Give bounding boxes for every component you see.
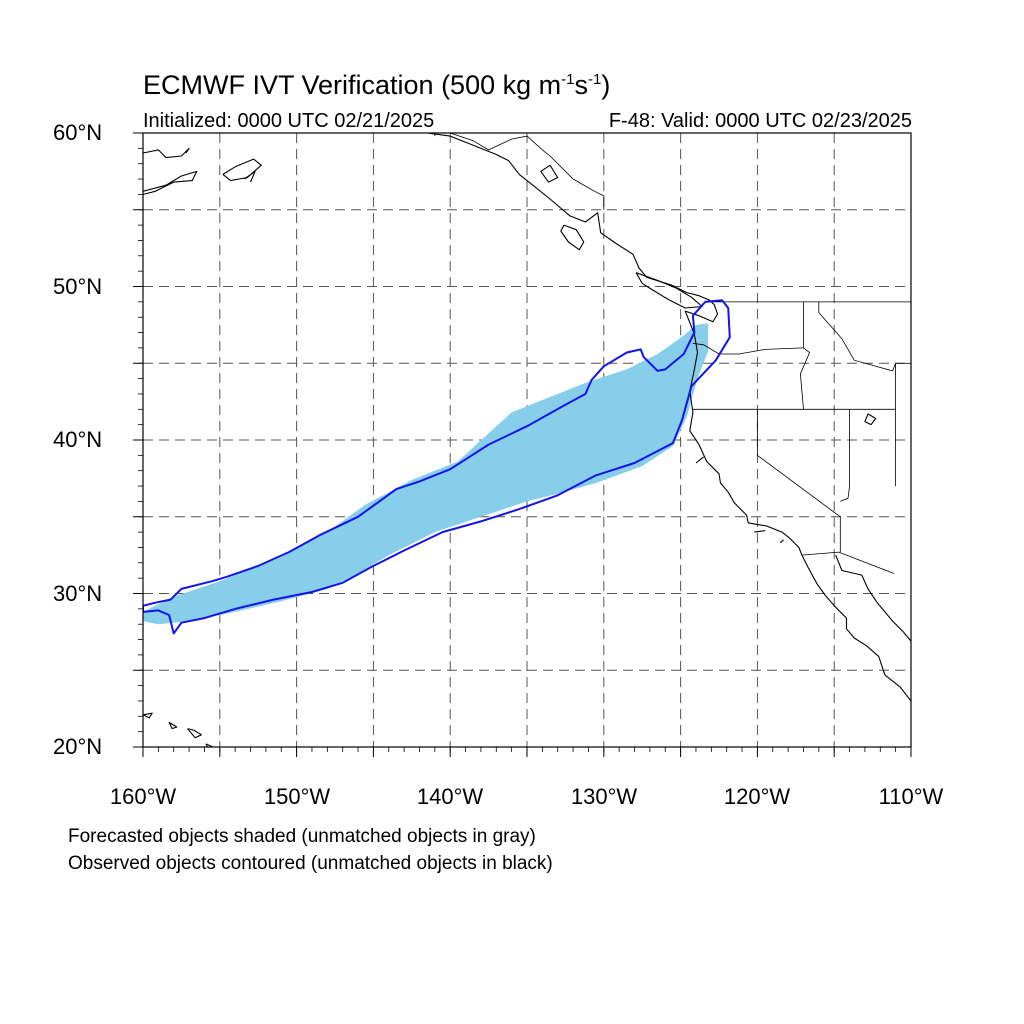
- coastline-segment: [143, 147, 190, 159]
- border-segment: [801, 551, 895, 574]
- coastline-segment: [780, 539, 784, 544]
- border-segment: [799, 301, 811, 410]
- lon-label-130w: 130°W: [570, 784, 638, 809]
- lon-label-140w: 140°W: [416, 784, 484, 809]
- coastline-segment: [560, 224, 585, 251]
- coastline-segment: [205, 743, 215, 747]
- coastline-segment: [222, 158, 262, 182]
- coastline-segment: [695, 456, 704, 464]
- valid-time-label: F-48: Valid: 0000 UTC 02/23/2025: [608, 110, 912, 132]
- lon-label-150w: 150°W: [263, 784, 331, 809]
- map-grid: [143, 133, 911, 747]
- lat-label-60n: 60°N: [53, 120, 103, 145]
- coastline-segment: [635, 272, 703, 309]
- coastline-segment: [835, 554, 911, 642]
- coastline-segment: [427, 133, 911, 702]
- coastline-segment: [168, 721, 178, 730]
- coastline-segment: [754, 530, 766, 533]
- forecast-legend-note: Forecasted objects shaded (unmatched obj…: [68, 826, 536, 847]
- border-segment: [692, 342, 804, 355]
- political-borders: [434, 133, 911, 574]
- lon-label-160w: 160°W: [109, 784, 177, 809]
- page-title: ECMWF IVT Verification (500 kg m-1s-1): [143, 70, 611, 100]
- lat-label-50n: 50°N: [53, 274, 103, 299]
- lon-label-110w: 110°W: [878, 784, 944, 809]
- border-segment: [818, 301, 896, 372]
- coastline-segment: [143, 170, 198, 195]
- coastline-segment: [143, 712, 153, 719]
- coastlines: [143, 133, 911, 747]
- observed-legend-note: Observed objects contoured (unmatched ob…: [68, 853, 553, 874]
- observed-object-contour: [143, 299, 731, 635]
- border-segment: [757, 409, 841, 553]
- initialized-label: Initialized: 0000 UTC 02/21/2025: [143, 110, 435, 132]
- axis-ticks: [133, 132, 912, 757]
- lat-label-20n: 20°N: [53, 734, 103, 759]
- forecast-object-fill: [143, 323, 709, 625]
- lat-label-30n: 30°N: [53, 581, 103, 606]
- coastline-segment: [187, 728, 202, 739]
- border-segment: [840, 409, 850, 502]
- coastline-segment: [864, 413, 877, 426]
- lat-label-40n: 40°N: [53, 427, 103, 452]
- coastline-segment: [244, 170, 256, 183]
- lon-label-120w: 120°W: [723, 784, 791, 809]
- border-segment: [450, 133, 605, 210]
- map-frame: [142, 132, 912, 748]
- coastline-segment: [540, 164, 559, 183]
